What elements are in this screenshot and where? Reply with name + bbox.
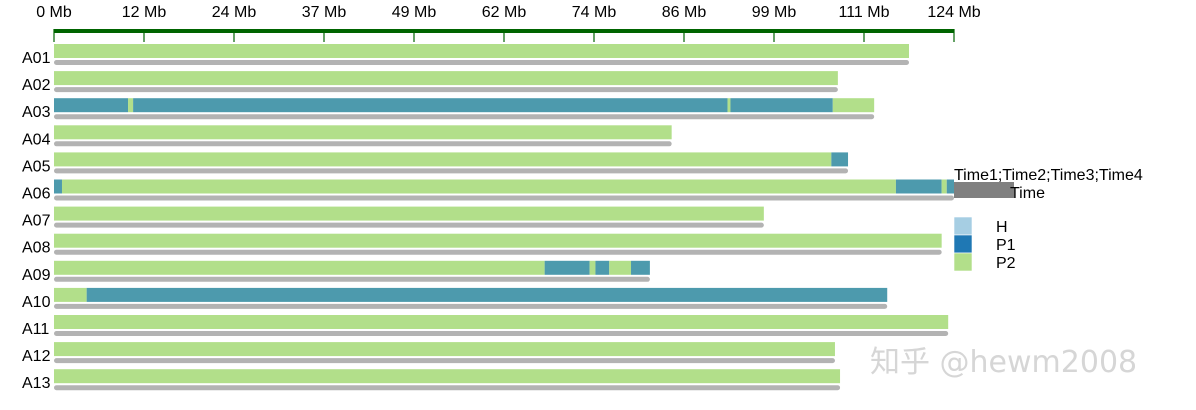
segment-p2 — [54, 44, 909, 58]
segment-p2 — [54, 233, 942, 248]
chromosome-under-track — [54, 195, 954, 201]
segment-p1 — [730, 98, 833, 113]
segment-p2 — [54, 287, 87, 302]
chromosome-under-track — [54, 303, 888, 309]
chromosome-under-track — [54, 249, 942, 255]
chromosome-row: A10 — [22, 287, 888, 311]
chromosome-row: A05 — [22, 152, 849, 175]
chromosome-label: A07 — [22, 213, 51, 230]
segment-p2 — [54, 71, 838, 86]
chromosome-label: A08 — [22, 240, 51, 257]
chromosome-under-track — [54, 276, 650, 282]
segment-p1 — [831, 152, 849, 167]
segment-p2 — [54, 342, 835, 357]
segment-p2 — [54, 260, 545, 275]
chromosome-label: A04 — [22, 131, 51, 148]
chromosome-under-track — [54, 87, 838, 93]
segment-p2 — [54, 315, 949, 329]
chromosome-under-track — [54, 222, 764, 228]
chromosome-label: A11 — [22, 321, 49, 338]
x-tick-label: 12 Mb — [122, 4, 167, 21]
legend-label-h: H — [996, 219, 1008, 236]
chromosome-under-track — [54, 141, 672, 147]
segment-p2 — [832, 98, 875, 113]
segment-p1 — [54, 179, 62, 194]
chromosome-row: A08 — [22, 233, 942, 257]
segment-p2 — [61, 179, 896, 194]
segment-p2 — [54, 369, 841, 384]
chromosome-label: A05 — [22, 158, 51, 175]
x-tick-label: 0 Mb — [36, 4, 72, 21]
x-tick-label: 37 Mb — [302, 4, 347, 21]
chromosome-row: A11 — [22, 315, 949, 338]
x-tick-label: 124 Mb — [927, 4, 980, 21]
segment-p2 — [941, 179, 947, 194]
segment-p2 — [54, 152, 832, 167]
chromosome-under-track — [54, 60, 909, 65]
chromosome-row: A03 — [22, 98, 875, 121]
segment-p2 — [54, 206, 764, 221]
chromosome-row: A04 — [22, 125, 672, 148]
segment-p1 — [133, 98, 728, 113]
chromosome-under-track — [54, 385, 841, 391]
time-track-label: Time — [1010, 185, 1045, 202]
chromosome-row: A09 — [22, 260, 650, 284]
chromosome-under-track — [54, 168, 849, 174]
chromosome-label: A02 — [22, 77, 51, 94]
segment-p1 — [895, 179, 942, 194]
x-tick-label: 24 Mb — [212, 4, 257, 21]
chromosome-row: A12 — [22, 342, 835, 365]
legend-label-p2: P2 — [996, 255, 1016, 272]
legend-swatch-p1 — [953, 234, 973, 254]
segment-p2 — [609, 260, 632, 275]
chromosome-under-track — [54, 358, 835, 364]
x-tick-label: 111 Mb — [839, 4, 890, 21]
time-track-swatch — [954, 182, 1014, 198]
chromosome-label: A01 — [22, 50, 51, 67]
segment-p1 — [544, 260, 590, 275]
legend-swatch-p2 — [953, 252, 973, 272]
segment-p1 — [595, 260, 610, 275]
chromosome-under-track — [54, 331, 949, 336]
segment-p2 — [727, 98, 731, 113]
x-tick-label: 99 Mb — [752, 4, 797, 21]
x-axis: 0 Mb 12 Mb 24 Mb 37 Mb 49 Mb 62 Mb 74 Mb 86 Mb 9… — [36, 4, 981, 42]
chromosome-row: A02 — [22, 71, 838, 94]
segment-p1 — [631, 260, 650, 275]
legend-swatch-h — [953, 216, 973, 236]
chromosome-row: A13 — [22, 369, 841, 392]
segment-p2 — [54, 125, 672, 140]
chromosome-row: A07 — [22, 206, 764, 230]
segment-p1 — [86, 287, 888, 302]
chromosome-under-track — [54, 114, 875, 120]
chromosome-row: A01 — [22, 44, 909, 67]
chromosome-tracks: A01 A02 A03 A04 A05 A06 A07 A08 A09 A10 A11 A12 A13 — [22, 44, 954, 392]
chromosome-label: A12 — [22, 348, 51, 365]
chromosome-label: A13 — [22, 375, 51, 392]
chromosome-label: A03 — [22, 104, 51, 121]
chromosome-label: A06 — [22, 186, 51, 203]
segment-p2 — [589, 260, 596, 275]
chromosome-row: A06 — [22, 179, 954, 203]
watermark-text: 知乎 @hewm2008 — [870, 345, 1137, 380]
segment-p2 — [128, 98, 134, 113]
x-tick-label: 86 Mb — [662, 4, 707, 21]
x-tick-label: 62 Mb — [482, 4, 527, 21]
chromosome-label: A10 — [22, 294, 51, 311]
segment-p1 — [946, 179, 954, 194]
legend-label-p1: P1 — [996, 237, 1016, 254]
segment-p1 — [54, 98, 129, 113]
x-tick-label: 74 Mb — [572, 4, 617, 21]
x-tick-label: 49 Mb — [392, 4, 437, 21]
chromosome-label: A09 — [22, 267, 51, 284]
time-track-title: Time1;Time2;Time3;Time4 — [954, 167, 1143, 184]
